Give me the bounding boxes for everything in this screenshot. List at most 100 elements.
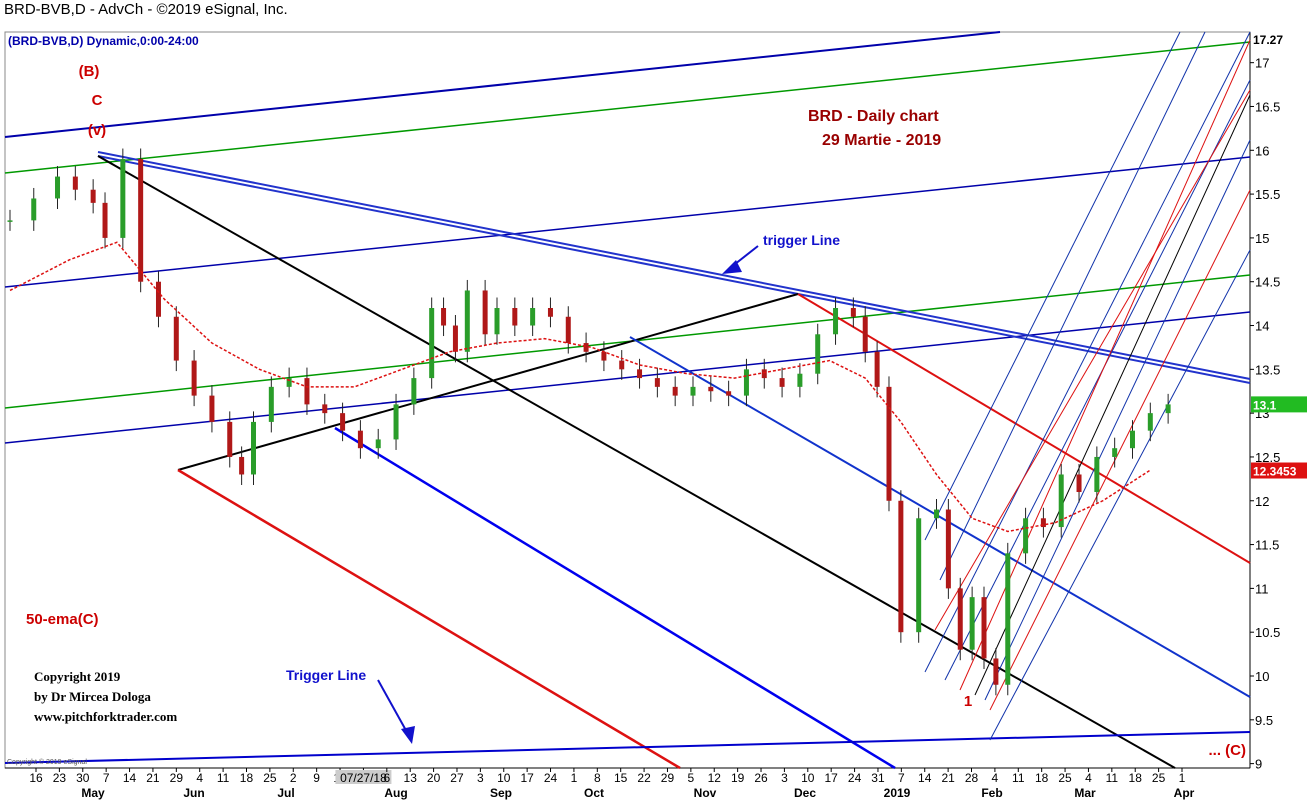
price-tag-box bbox=[1251, 396, 1307, 413]
fork-line-6 bbox=[989, 189, 1251, 711]
x-day-label: 14 bbox=[918, 771, 932, 785]
x-day-label: 24 bbox=[848, 771, 862, 785]
x-day-label: 7 bbox=[103, 771, 110, 785]
chart-title: BRD - Daily chart bbox=[808, 108, 939, 125]
candle-body bbox=[619, 360, 625, 370]
x-day-label: 8 bbox=[594, 771, 601, 785]
fork-line-1 bbox=[924, 31, 1251, 673]
candle-body bbox=[945, 509, 951, 589]
y-tick-label: 9 bbox=[1255, 757, 1262, 772]
x-day-label: 7 bbox=[898, 771, 905, 785]
candle-body bbox=[547, 308, 553, 317]
trigger-line-upper-label: trigger Line bbox=[763, 232, 840, 248]
candle-body bbox=[862, 316, 868, 352]
y-tick-label: 16.5 bbox=[1255, 99, 1280, 114]
y-tick-label: 11.5 bbox=[1255, 538, 1279, 553]
candle-body bbox=[268, 386, 274, 422]
candle-body bbox=[874, 351, 880, 387]
candle-body bbox=[7, 220, 13, 222]
x-month-label: May bbox=[81, 786, 105, 800]
candle-body bbox=[322, 404, 328, 414]
copyright-line-1: Copyright 2019 bbox=[34, 669, 121, 684]
wave-C-label: C bbox=[92, 92, 103, 109]
candle-body bbox=[583, 343, 589, 352]
candle-body bbox=[452, 325, 458, 352]
candle-body bbox=[72, 176, 78, 190]
trigger-line-lower-label: Trigger Line bbox=[286, 667, 366, 683]
y-tick-label: 12.5 bbox=[1255, 450, 1280, 465]
y-tick-label: 14 bbox=[1255, 319, 1269, 334]
trend-lines bbox=[4, 31, 1251, 770]
price-tags: 17.27 13.1 12.3453 bbox=[1251, 31, 1307, 479]
candle-body bbox=[411, 378, 417, 405]
candle-body bbox=[850, 308, 856, 317]
y-tick-label: 15.5 bbox=[1255, 187, 1280, 202]
candle-body bbox=[464, 290, 470, 352]
x-day-label: 13 bbox=[404, 771, 418, 785]
candle-body bbox=[743, 369, 749, 396]
x-day-label: 3 bbox=[781, 771, 788, 785]
candle-body bbox=[601, 351, 607, 361]
y-tick-label: 12 bbox=[1255, 494, 1269, 509]
x-day-label: 1 bbox=[571, 771, 578, 785]
x-month-label: Jun bbox=[183, 786, 204, 800]
fork-line-8 bbox=[924, 31, 1181, 541]
upper-channel-line bbox=[4, 31, 1001, 138]
fork-line-2 bbox=[944, 79, 1251, 681]
candle-body bbox=[393, 404, 399, 440]
candle-body bbox=[916, 518, 922, 633]
x-day-label: 5 bbox=[688, 771, 695, 785]
price-tag-label: 17.27 bbox=[1253, 33, 1283, 47]
candle-body bbox=[286, 378, 292, 387]
x-day-label: 24 bbox=[544, 771, 558, 785]
x-day-label: 17 bbox=[520, 771, 534, 785]
x-day-label: 29 bbox=[661, 771, 675, 785]
x-day-label: 29 bbox=[170, 771, 184, 785]
fork-line-3 bbox=[959, 39, 1251, 691]
x-month-label: Jul bbox=[277, 786, 294, 800]
wave-C-target-label: ... (C) bbox=[1209, 742, 1247, 759]
candle-body bbox=[672, 386, 678, 396]
blue-channel-line-2 bbox=[4, 156, 1251, 288]
candle-body bbox=[797, 373, 803, 387]
candle-body bbox=[815, 334, 821, 374]
x-day-label: 11 bbox=[217, 771, 230, 785]
candle-body bbox=[779, 378, 785, 387]
candle-body bbox=[155, 281, 161, 317]
fork-line-7 bbox=[989, 249, 1251, 741]
x-day-label: 15 bbox=[614, 771, 628, 785]
x-month-label: Oct bbox=[584, 786, 604, 800]
candle-body bbox=[138, 159, 144, 282]
x-day-label: 1 bbox=[1179, 771, 1186, 785]
x-day-label: 20 bbox=[427, 771, 441, 785]
red-lower-line bbox=[177, 468, 681, 770]
x-day-label: 22 bbox=[637, 771, 651, 785]
x-day-label: 19 bbox=[731, 771, 745, 785]
blue-mid-line bbox=[629, 336, 1251, 698]
candle-body bbox=[239, 456, 245, 475]
candle-body bbox=[251, 421, 257, 475]
candle-body bbox=[1040, 518, 1046, 528]
candle-body bbox=[933, 509, 939, 519]
x-day-label: 25 bbox=[1058, 771, 1072, 785]
copyright-line-2: by Dr Mircea Dologa bbox=[34, 689, 151, 704]
candle-body bbox=[761, 369, 767, 379]
candle-body bbox=[357, 430, 363, 449]
candle-body bbox=[981, 597, 987, 659]
candle-body bbox=[726, 391, 732, 396]
x-day-label: 18 bbox=[1129, 771, 1143, 785]
x-day-label: 12 bbox=[708, 771, 722, 785]
x-axis: 16233071421294111825291607/27/1861320273… bbox=[29, 768, 1195, 800]
x-day-label: 18 bbox=[1035, 771, 1049, 785]
candle-body bbox=[654, 378, 660, 387]
trigger-line-lower bbox=[4, 731, 1251, 764]
low-to-high-line bbox=[177, 293, 799, 471]
x-day-label: 28 bbox=[965, 771, 979, 785]
candle-body bbox=[690, 386, 696, 396]
x-month-label: Sep bbox=[490, 786, 512, 800]
candle-body bbox=[482, 290, 488, 335]
candle-body bbox=[191, 360, 197, 396]
candle-body bbox=[441, 308, 447, 326]
fork-line-10 bbox=[934, 89, 1251, 631]
candle-body bbox=[957, 588, 963, 650]
